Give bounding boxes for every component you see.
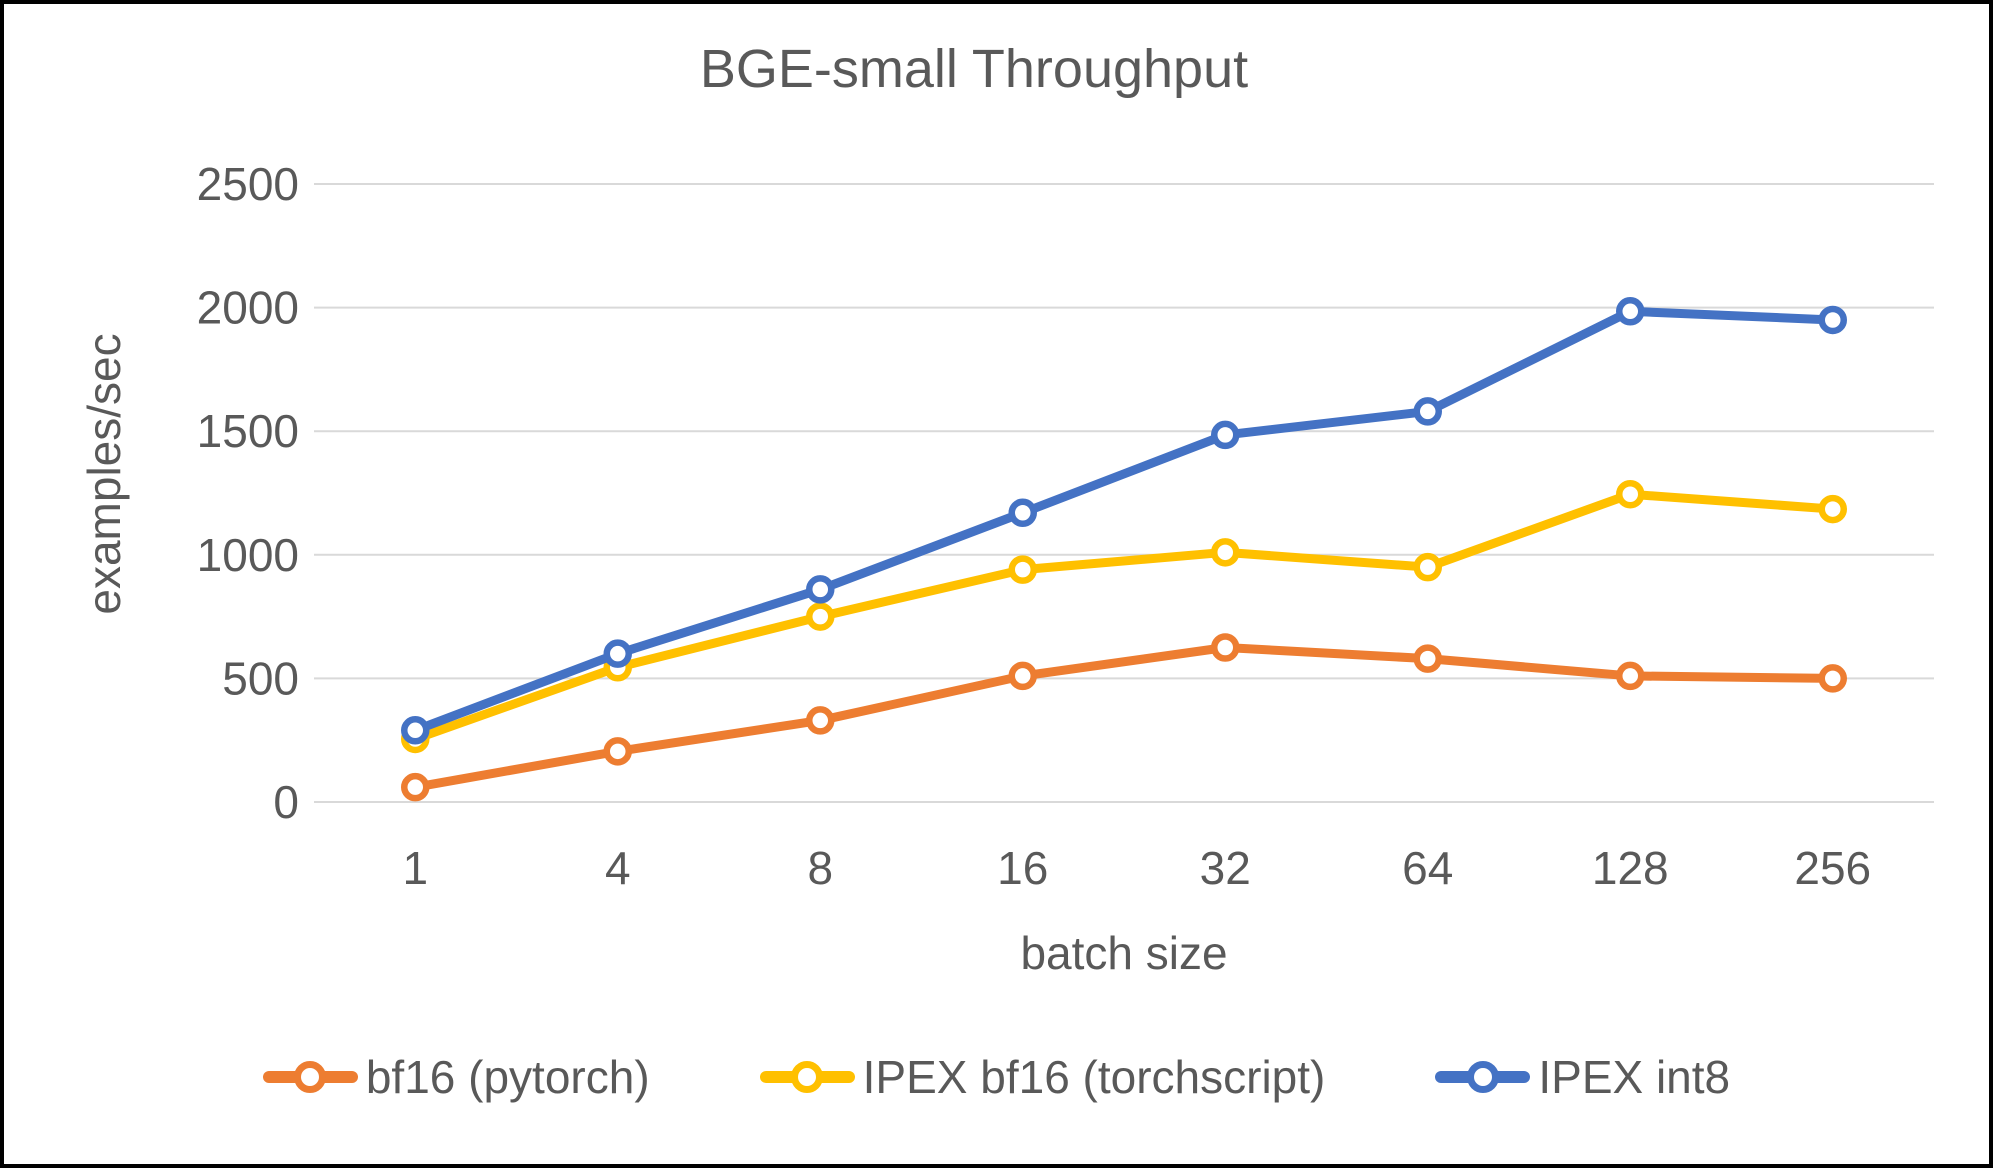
x-tick-label: 256 [1794,842,1871,894]
series-line [410,643,1838,792]
series-line [410,306,1838,735]
data-point-marker [1818,305,1847,335]
legend-line-marker-icon [262,1059,358,1095]
data-point-marker [1616,297,1645,326]
series-line [410,489,1838,744]
data-point-marker [401,716,430,745]
legend-circle-marker-icon [1466,1061,1499,1093]
x-tick-label: 128 [1592,842,1669,894]
legend-line-marker-icon [1435,1059,1531,1095]
legend-label: IPEX int8 [1538,1051,1731,1103]
x-tick-label: 4 [605,842,631,894]
data-point-marker [1211,538,1240,567]
y-tick-label: 1500 [197,405,299,457]
data-point-marker [1818,494,1847,524]
data-point-marker [1008,498,1037,528]
data-point-marker [1413,552,1442,582]
y-tick-label: 0 [273,776,299,828]
data-point-marker [1616,661,1645,691]
data-point-marker [1413,397,1442,426]
legend-circle-marker-icon [294,1061,327,1093]
data-point-marker [1008,555,1037,584]
y-tick-label: 2000 [197,282,299,334]
x-tick-label: 64 [1402,842,1453,894]
legend-entry-bf16-pytorch: bf16 (pytorch) [262,1050,650,1104]
legend-circle-marker-icon [791,1061,824,1093]
data-point-marker [1818,664,1847,693]
legend-label: bf16 (pytorch) [365,1051,650,1103]
data-point-marker [1211,633,1240,662]
data-point-marker [603,639,632,668]
data-point-marker [806,575,835,604]
data-point-marker [806,602,835,631]
data-point-marker [1211,420,1240,450]
x-tick-label: 1 [402,842,428,894]
data-point-marker [603,737,632,766]
legend-line-marker-icon [759,1059,855,1095]
legend-label: IPEX bf16 (torchscript) [862,1051,1326,1103]
y-tick-label: 2500 [197,158,299,210]
plot-area: 0 500 1000 1500 2000 2500 1 4 8 16 32 64 128 256 [197,158,1934,894]
x-tick-label: 32 [1200,842,1251,894]
y-tick-label: 500 [222,652,299,704]
x-tick-label: 16 [997,842,1048,894]
data-point-marker [401,772,430,802]
data-point-marker [1008,661,1037,691]
data-point-marker [1616,479,1645,509]
data-point-marker [806,706,835,735]
y-tick-label: 1000 [197,529,299,581]
x-tick-label: 8 [807,842,833,894]
legend-entry-ipex-bf16-torchscript: IPEX bf16 (torchscript) [759,1050,1326,1104]
x-axis-title: batch size [1020,927,1228,979]
legend: bf16 (pytorch) IPEX bf16 (torchscript) I… [4,1050,1989,1104]
legend-entry-ipex-int8: IPEX int8 [1435,1050,1730,1104]
chart-title: BGE-small Throughput [699,39,1249,99]
data-point-marker [1413,644,1442,673]
